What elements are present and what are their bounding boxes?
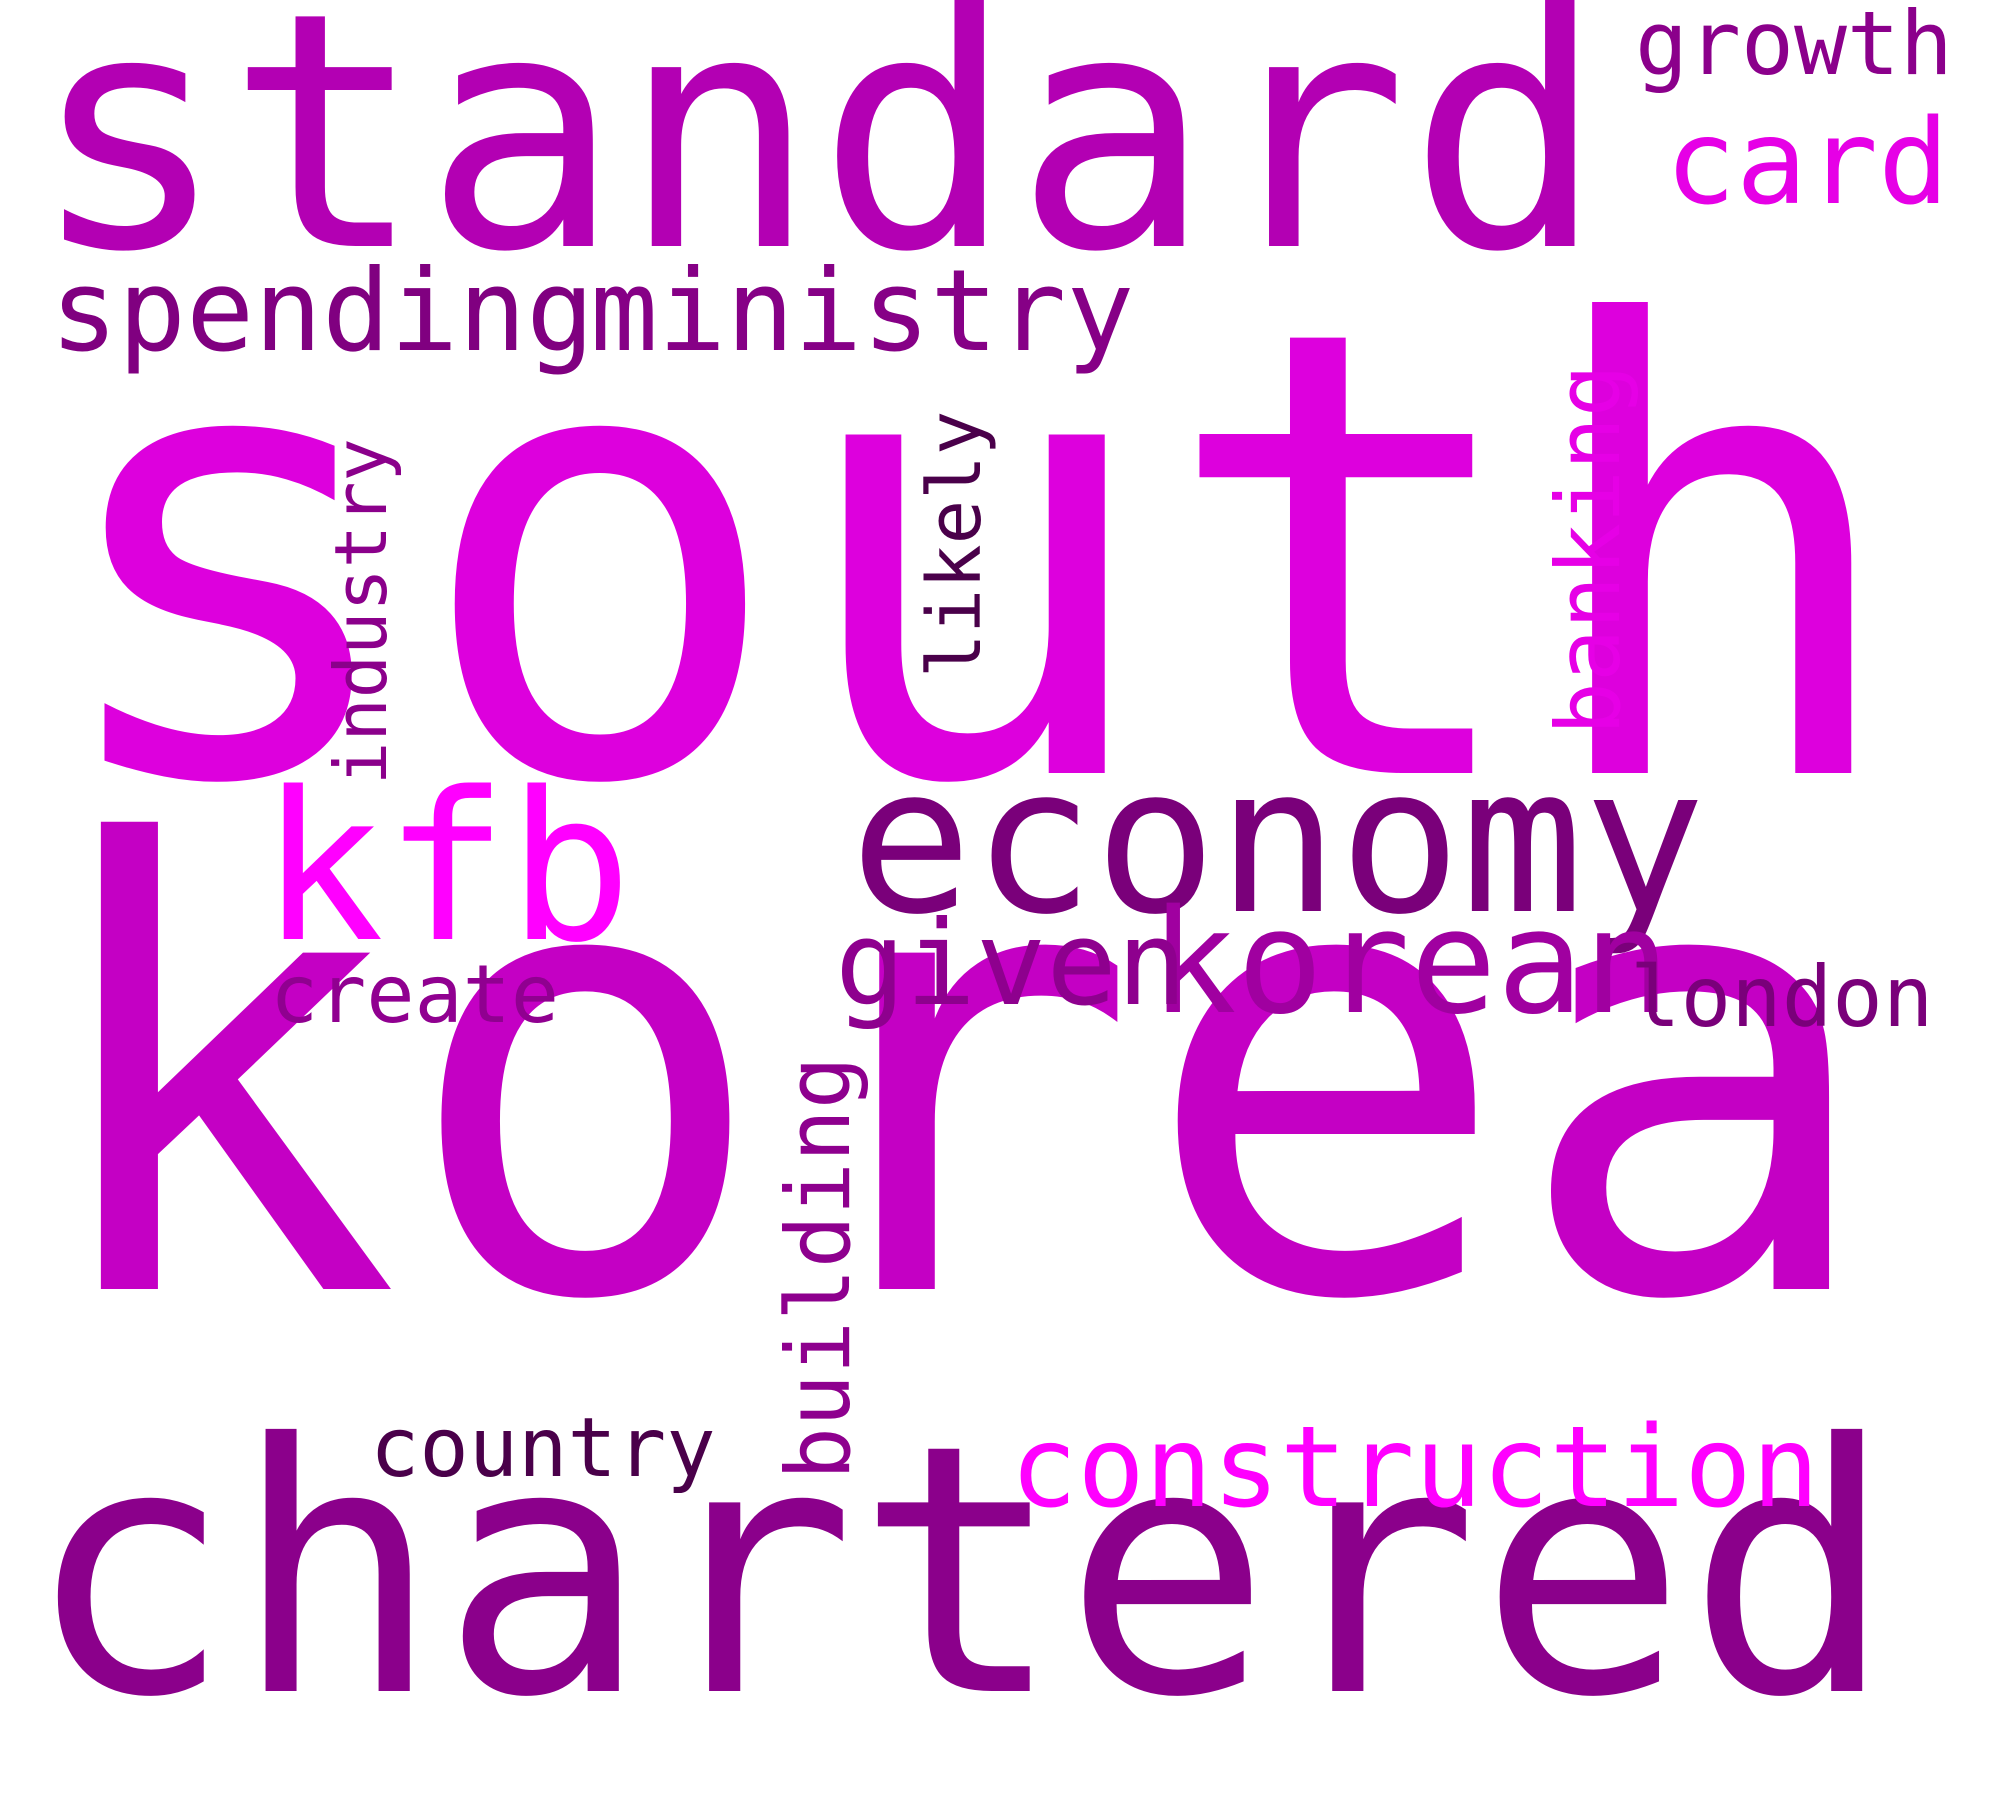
word-country: country [370, 1401, 716, 1496]
word-korean: korean [1150, 878, 1671, 1046]
word-ministry: ministry [590, 245, 1135, 377]
word-building: building [767, 1056, 870, 1480]
word-spending: spending [50, 245, 595, 377]
word-economy: economy [850, 723, 1706, 959]
word-london: london [1630, 948, 1934, 1046]
word-chartered: chartered [25, 1372, 1895, 1773]
word-card: card [1665, 93, 1950, 231]
word-create: create [270, 948, 559, 1041]
word-south: south [40, 199, 1907, 920]
word-kfb: kfb [260, 748, 633, 988]
word-growth: growth [1635, 0, 1953, 95]
word-construction: construction [1010, 1403, 1820, 1533]
word-standard: standard [30, 0, 1605, 324]
word-banking: banking [1537, 364, 1640, 735]
word-industry: industry [319, 438, 403, 785]
word-given: given [835, 895, 1188, 1032]
word-likely: likely [912, 410, 998, 678]
word-korea: korea [30, 719, 1882, 1435]
